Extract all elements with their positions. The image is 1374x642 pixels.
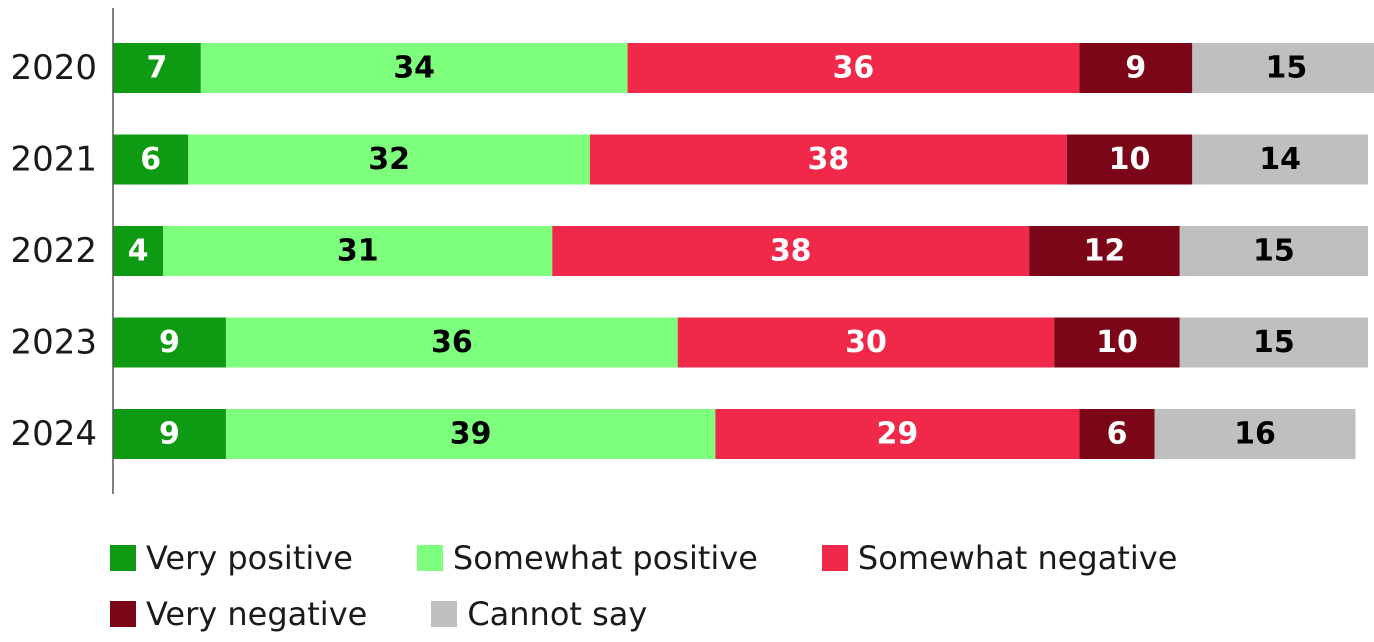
data-label-somewhat-negative-2021: 38: [807, 142, 849, 177]
legend-item-very-positive: Very positive: [110, 539, 353, 577]
data-label-very-positive-2022: 4: [128, 234, 149, 269]
legend-row-2: Very negative Cannot say: [110, 586, 1330, 642]
bar-segment-somewhat-negative-2022: [552, 226, 1030, 276]
bar-segment-very-positive-2023: [113, 317, 226, 368]
bar-segment-very-negative-2022: [1029, 226, 1180, 276]
data-label-very-positive-2024: 9: [159, 417, 180, 452]
legend-item-cannot-say: Cannot say: [431, 595, 647, 633]
bar-segment-very-negative-2023: [1054, 317, 1180, 368]
data-label-very-negative-2022: 12: [1084, 234, 1126, 269]
legend-item-very-negative: Very negative: [110, 595, 367, 633]
bar-segment-somewhat-negative-2023: [677, 317, 1055, 368]
y-tick-label-2021: 2021: [10, 140, 97, 180]
legend-label-somewhat-negative: Somewhat negative: [857, 539, 1178, 577]
data-label-cannot-say-2022: 15: [1253, 234, 1295, 269]
bar-segment-cannot-say-2022: [1179, 226, 1368, 276]
bar-segment-somewhat-positive-2020: [200, 43, 628, 93]
y-tick-label-2020: 2020: [10, 48, 97, 88]
stacked-bar-chart: 2020 7 34 36 9 15 2021 6 32 38 10 14 2022 4 31 38 12 15 20…: [10, 8, 1374, 494]
legend-swatch-very-negative: [110, 601, 136, 627]
bar-segment-very-positive-2024: [113, 409, 226, 459]
legend-swatch-somewhat-positive: [416, 545, 443, 571]
bar-segment-very-negative-2021: [1066, 134, 1193, 185]
data-label-somewhat-positive-2022: 31: [337, 234, 379, 269]
legend-row-1: Very positive Somewhat positive Somewhat…: [110, 530, 1330, 586]
legend-label-very-negative: Very negative: [146, 595, 368, 633]
bar-segment-very-negative-2024: [1079, 409, 1155, 459]
bar-segment-cannot-say-2020: [1192, 43, 1374, 93]
data-label-somewhat-positive-2023: 36: [431, 325, 473, 360]
data-label-somewhat-negative-2023: 30: [845, 325, 887, 360]
bar-segment-somewhat-negative-2024: [715, 409, 1080, 459]
bar-segment-somewhat-positive-2023: [225, 317, 678, 368]
data-label-somewhat-negative-2022: 38: [770, 234, 812, 269]
data-label-very-negative-2020: 9: [1125, 51, 1146, 86]
legend-item-somewhat-negative: Somewhat negative: [821, 539, 1178, 577]
bar-segment-cannot-say-2023: [1179, 317, 1368, 368]
data-label-very-positive-2021: 6: [140, 142, 161, 177]
bar-segment-very-negative-2020: [1079, 43, 1193, 93]
bar-segment-somewhat-negative-2020: [627, 43, 1080, 93]
legend: Very positive Somewhat positive Somewhat…: [110, 530, 1330, 642]
y-tick-label-2023: 2023: [10, 323, 97, 363]
bar-segment-somewhat-positive-2022: [163, 226, 553, 276]
bar-segment-somewhat-positive-2024: [225, 409, 716, 459]
data-label-somewhat-positive-2021: 32: [368, 142, 410, 177]
bars-group: 2020 7 34 36 9 15 2021 6 32 38 10 14 2022 4 31 38 12 15 20…: [10, 43, 1374, 459]
legend-label-very-positive: Very positive: [146, 539, 353, 577]
y-tick-label-2024: 2024: [10, 414, 97, 454]
data-label-very-negative-2024: 6: [1107, 417, 1128, 452]
bar-segment-somewhat-negative-2021: [589, 134, 1067, 185]
legend-item-somewhat-positive: Somewhat positive: [416, 539, 758, 577]
data-label-somewhat-negative-2024: 29: [877, 417, 919, 452]
data-label-very-negative-2021: 10: [1109, 142, 1151, 177]
data-label-cannot-say-2021: 14: [1259, 142, 1301, 177]
data-label-somewhat-positive-2020: 34: [393, 51, 435, 86]
legend-swatch-somewhat-negative: [821, 545, 848, 571]
bar-segment-very-positive-2022: [113, 226, 164, 276]
legend-swatch-very-positive: [110, 545, 136, 571]
data-label-cannot-say-2024: 16: [1234, 417, 1276, 452]
bar-segment-somewhat-positive-2021: [188, 134, 590, 185]
legend-swatch-cannot-say: [431, 601, 458, 627]
bar-segment-cannot-say-2024: [1154, 409, 1356, 459]
data-label-somewhat-positive-2024: 39: [450, 417, 492, 452]
data-label-very-positive-2020: 7: [146, 51, 167, 86]
bar-segment-very-positive-2021: [113, 134, 189, 185]
y-tick-label-2022: 2022: [10, 231, 97, 271]
bar-segment-cannot-say-2021: [1192, 134, 1368, 185]
legend-label-somewhat-positive: Somewhat positive: [452, 539, 758, 577]
data-label-somewhat-negative-2020: 36: [833, 51, 875, 86]
bar-segment-very-positive-2020: [113, 43, 201, 93]
data-label-cannot-say-2020: 15: [1266, 51, 1308, 86]
data-label-very-negative-2023: 10: [1096, 325, 1138, 360]
data-label-very-positive-2023: 9: [159, 325, 180, 360]
legend-label-cannot-say: Cannot say: [467, 595, 648, 633]
data-label-cannot-say-2023: 15: [1253, 325, 1295, 360]
